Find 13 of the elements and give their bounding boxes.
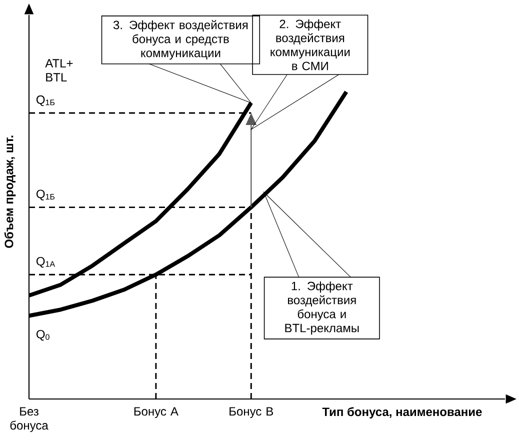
ref-line-label: Q$_{1Б}$	[36, 95, 55, 106]
x-tick-label: Без бонуса	[10, 407, 48, 432]
ref-line-label: Q$_{1Б}$	[36, 190, 55, 200]
ref-line-label: Q$_{1А}$	[36, 256, 56, 268]
annotation: Q$_{0}$	[36, 330, 50, 341]
x-tick-label: Бонус В	[230, 407, 274, 418]
text: 3. Эффект воздействия бонуса и средств коммуникации	[113, 20, 248, 60]
y-axis-title: Объем продаж, шт.	[4, 136, 16, 248]
annotation: 1. Эффект воздействия бонуса и BTL-рекламы	[285, 281, 359, 335]
text: ATL+ BTL	[45, 59, 73, 82]
x-tick-label: Бонус А	[134, 407, 178, 418]
text: 2. Эффект воздействия коммуникации в СМИ	[270, 19, 350, 70]
x-axis-title: Тип бонуса, наименование	[322, 407, 482, 418]
